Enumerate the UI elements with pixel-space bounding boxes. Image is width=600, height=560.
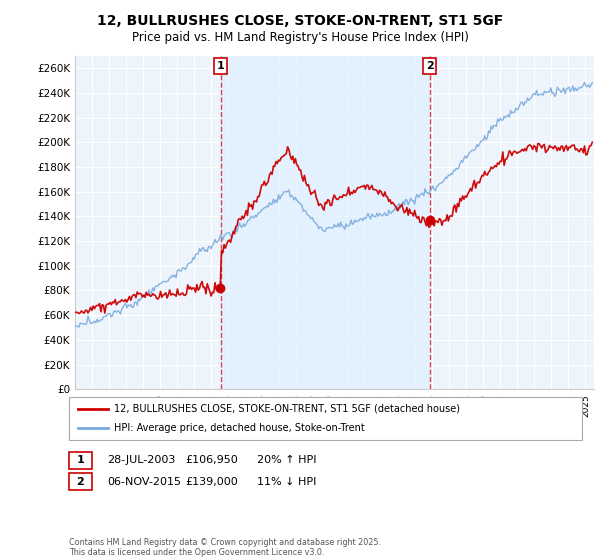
Text: £106,950: £106,950: [185, 455, 238, 465]
Text: 1: 1: [77, 455, 84, 465]
Text: Contains HM Land Registry data © Crown copyright and database right 2025.
This d: Contains HM Land Registry data © Crown c…: [69, 538, 381, 557]
Text: 20% ↑ HPI: 20% ↑ HPI: [257, 455, 316, 465]
Text: 2: 2: [426, 61, 434, 71]
Text: 2: 2: [77, 477, 84, 487]
Text: £139,000: £139,000: [185, 477, 238, 487]
Text: 12, BULLRUSHES CLOSE, STOKE-ON-TRENT, ST1 5GF: 12, BULLRUSHES CLOSE, STOKE-ON-TRENT, ST…: [97, 14, 503, 28]
Text: HPI: Average price, detached house, Stoke-on-Trent: HPI: Average price, detached house, Stok…: [114, 423, 365, 433]
Text: 28-JUL-2003: 28-JUL-2003: [107, 455, 175, 465]
Text: 1: 1: [217, 61, 225, 71]
Text: Price paid vs. HM Land Registry's House Price Index (HPI): Price paid vs. HM Land Registry's House …: [131, 31, 469, 44]
Text: 12, BULLRUSHES CLOSE, STOKE-ON-TRENT, ST1 5GF (detached house): 12, BULLRUSHES CLOSE, STOKE-ON-TRENT, ST…: [114, 404, 460, 413]
Bar: [221, 56, 430, 389]
Text: 06-NOV-2015: 06-NOV-2015: [107, 477, 181, 487]
Text: 11% ↓ HPI: 11% ↓ HPI: [257, 477, 316, 487]
